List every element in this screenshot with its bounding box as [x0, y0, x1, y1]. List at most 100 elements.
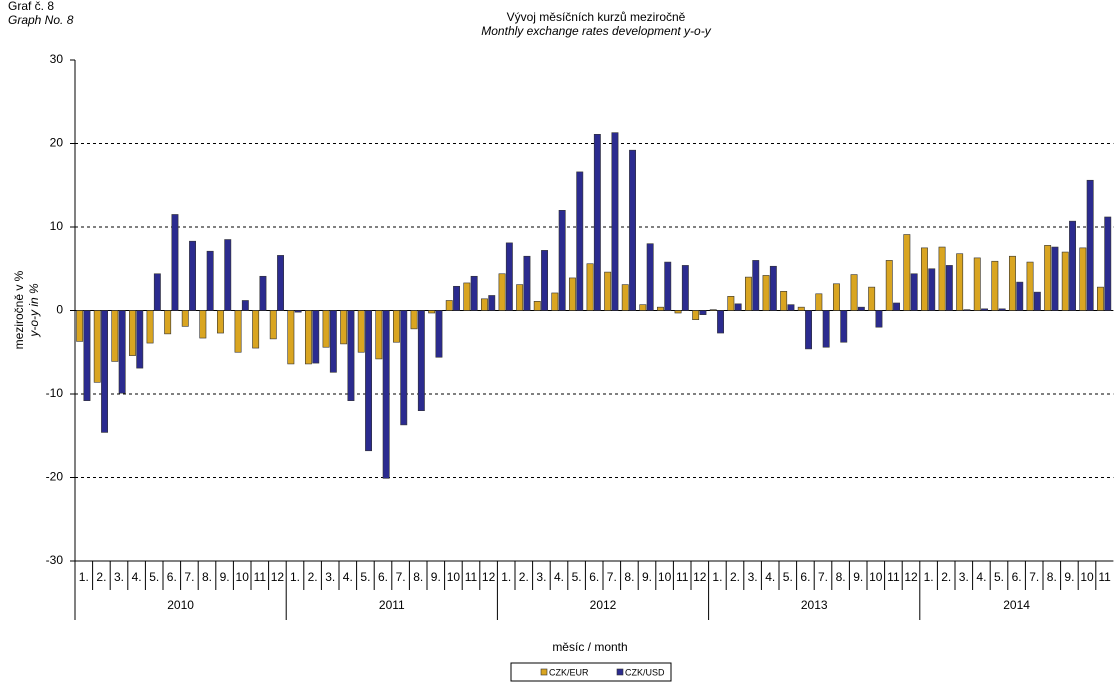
bar: [1079, 247, 1087, 311]
bar: [973, 257, 981, 311]
bar: [118, 310, 126, 394]
x-tick-label: 6.: [378, 570, 388, 584]
chart-title: Vývoj měsíčních kurzů meziročně: [507, 10, 686, 24]
bar: [206, 250, 214, 311]
x-tick-label: 2.: [519, 570, 529, 584]
x-tick-label: 10: [447, 570, 461, 584]
group-label: 2013: [801, 598, 828, 612]
bar: [963, 309, 971, 311]
bar: [93, 310, 101, 383]
bar: [357, 310, 365, 353]
bar: [269, 310, 277, 340]
x-tick-label: 11: [1098, 570, 1111, 584]
bar: [981, 308, 989, 311]
bar: [189, 240, 196, 311]
bar: [611, 132, 619, 311]
x-tick-label: 5.: [149, 570, 159, 584]
y-tick-label: -20: [46, 470, 64, 484]
x-tick-label: 5.: [572, 570, 582, 584]
y-axis-label-en: y-o-y in %: [27, 283, 41, 338]
bar: [822, 310, 830, 348]
x-tick-label: 1.: [501, 570, 511, 584]
x-tick-label: 1.: [290, 570, 300, 584]
bar: [744, 276, 752, 311]
bar: [1097, 286, 1104, 311]
bar: [347, 310, 355, 401]
bar: [171, 214, 179, 311]
bar: [417, 310, 425, 411]
bar: [762, 275, 770, 311]
x-tick-label: 2.: [96, 570, 106, 584]
x-tick-label: 10: [1080, 570, 1094, 584]
x-tick-label: 1.: [924, 570, 934, 584]
bar: [199, 310, 207, 339]
x-tick-label: 5.: [360, 570, 370, 584]
bar: [445, 300, 453, 311]
bar: [639, 304, 647, 311]
bar: [470, 275, 478, 311]
group-label: 2011: [379, 598, 405, 612]
bar: [956, 253, 964, 311]
legend-label: CZK/EUR: [549, 667, 589, 677]
bar: [752, 260, 760, 311]
y-tick-label: -10: [46, 386, 64, 400]
bar: [505, 242, 513, 311]
bar: [1104, 216, 1112, 311]
chart-subtitle: Monthly exchange rates development y-o-y: [481, 24, 711, 38]
bar: [1016, 281, 1024, 311]
y-axis-label: meziročně v %: [12, 270, 26, 349]
bar: [146, 310, 154, 344]
bar: [277, 255, 284, 311]
x-tick-label: 12: [693, 570, 707, 584]
bar: [998, 308, 1006, 311]
bar: [910, 273, 918, 311]
bar: [593, 134, 601, 311]
bar: [717, 310, 725, 334]
bar: [435, 310, 443, 358]
bar: [850, 274, 858, 311]
bar: [656, 306, 664, 311]
bar: [541, 250, 549, 311]
x-tick-label: 9.: [431, 570, 441, 584]
bar: [488, 295, 496, 311]
bar: [498, 273, 506, 311]
bar: [1086, 179, 1094, 311]
bar: [234, 310, 242, 353]
bar: [1061, 251, 1069, 311]
x-tick-label: 3.: [114, 570, 124, 584]
bar: [699, 310, 707, 315]
x-tick-label: 8.: [1047, 570, 1057, 584]
bar: [815, 293, 823, 311]
x-tick-label: 7.: [1029, 570, 1039, 584]
bar: [787, 304, 795, 311]
bar: [558, 210, 566, 311]
x-tick-label: 4.: [976, 570, 986, 584]
bar: [727, 296, 735, 311]
x-tick-label: 6.: [589, 570, 599, 584]
bar: [568, 277, 576, 311]
bar: [340, 310, 348, 345]
x-tick-label: 10: [869, 570, 883, 584]
bar: [428, 310, 436, 314]
bar: [252, 310, 260, 349]
bar: [885, 260, 893, 311]
x-tick-label: 10: [658, 570, 672, 584]
bar: [259, 275, 267, 311]
bar: [76, 310, 84, 342]
x-tick-label: 9.: [642, 570, 652, 584]
x-axis-label: měsíc / month: [552, 640, 627, 654]
x-tick-label: 5.: [994, 570, 1004, 584]
bar: [287, 310, 295, 365]
legend-box: [510, 662, 672, 682]
bar: [101, 310, 109, 433]
x-tick-label: 3.: [325, 570, 335, 584]
legend-swatch: [616, 668, 624, 676]
x-tick-label: 2.: [308, 570, 318, 584]
bar: [533, 301, 541, 311]
bar: [1008, 255, 1016, 311]
bar: [1051, 246, 1059, 311]
x-tick-label: 10: [236, 570, 250, 584]
bar: [1026, 261, 1034, 311]
bar: [322, 310, 330, 348]
